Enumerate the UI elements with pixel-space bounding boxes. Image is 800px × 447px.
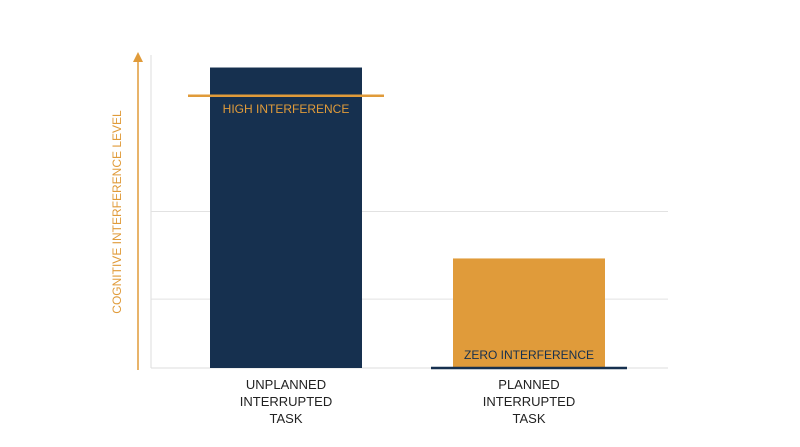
annotation-label: HIGH INTERFERENCE xyxy=(223,102,350,116)
bar xyxy=(453,258,605,368)
x-tick-label: UNPLANNED INTERRUPTED TASK xyxy=(239,377,333,426)
arrow-head xyxy=(133,52,143,62)
bar xyxy=(210,67,362,369)
y-axis-label: COGNITIVE INTERFERENCE LEVEL xyxy=(110,110,124,314)
annotation-label: ZERO INTERFERENCE xyxy=(464,348,594,362)
x-tick-label: PLANNED INTERRUPTED TASK xyxy=(482,377,576,426)
